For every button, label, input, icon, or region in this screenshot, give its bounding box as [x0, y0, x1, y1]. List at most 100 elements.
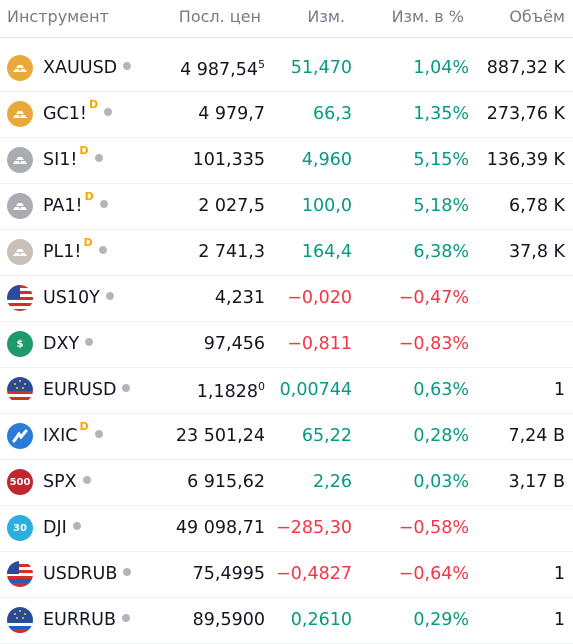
volume-cell: 1: [553, 610, 565, 630]
status-dot: [94, 154, 103, 162]
table-row[interactable]: EURUSD 1,18280 0,00744 0,63% 1: [0, 368, 573, 414]
table-row[interactable]: $ DXY 97,456 −0,811 −0,83%: [0, 322, 573, 368]
silver-bars-icon: [7, 147, 33, 173]
last-price-cell: 49 098,71: [175, 518, 265, 538]
change-cell: 4,960: [301, 150, 352, 170]
change-cell: 51,470: [290, 58, 352, 78]
status-dot: [94, 430, 103, 438]
spx-500-icon: 500: [7, 469, 33, 495]
status-dot: [122, 384, 131, 392]
table-row[interactable]: 500 SPX 6 915,62 2,26 0,03% 3,17 B: [0, 460, 573, 506]
change-pct-cell: 5,15%: [413, 150, 469, 170]
last-price-cell: 6 915,62: [187, 472, 265, 492]
symbol-cell: GC1! D: [43, 98, 113, 124]
table-row[interactable]: EURRUB 89,5900 0,2610 0,29% 1: [0, 598, 573, 644]
watchlist-header: Инструмент Посл. цен Изм. Изм. в % Объём: [0, 0, 573, 38]
symbol-cell: EURUSD: [43, 380, 131, 400]
status-dot: [82, 476, 91, 484]
volume-cell: 7,24 B: [508, 426, 565, 446]
nasdaq-icon: [7, 423, 33, 449]
table-row[interactable]: IXIC D 23 501,24 65,22 0,28% 7,24 B: [0, 414, 573, 460]
change-pct-cell: 6,38%: [413, 242, 469, 262]
symbol-cell: USDRUB: [43, 564, 132, 584]
eu-us-flag-icon: [7, 377, 33, 403]
symbol-cell: US10Y: [43, 288, 114, 308]
status-dot: [99, 200, 108, 208]
change-pct-cell: 0,28%: [413, 426, 469, 446]
column-header-change-pct[interactable]: Изм. в %: [391, 7, 464, 26]
symbol-cell: SPX: [43, 472, 91, 492]
table-row[interactable]: GC1! D 4 979,7 66,3 1,35% 273,76 K: [0, 92, 573, 138]
status-dot: [104, 108, 113, 116]
volume-cell: 1: [553, 380, 565, 400]
table-row[interactable]: USDRUB 75,4995 −0,4827 −0,64% 1: [0, 552, 573, 598]
table-row[interactable]: PL1! D 2 741,3 164,4 6,38% 37,8 K: [0, 230, 573, 276]
symbol-cell: PL1! D: [43, 236, 107, 262]
table-row[interactable]: SI1! D 101,335 4,960 5,15% 136,39 K: [0, 138, 573, 184]
column-header-change[interactable]: Изм.: [307, 7, 345, 26]
column-header-last[interactable]: Посл. цен: [178, 7, 261, 26]
volume-cell: 6,78 K: [508, 196, 565, 216]
delayed-badge: D: [83, 236, 93, 249]
change-pct-cell: −0,83%: [398, 334, 469, 354]
table-row[interactable]: US10Y 4,231 −0,020 −0,47%: [0, 276, 573, 322]
symbol-cell: DJI: [43, 518, 81, 538]
volume-cell: 37,8 K: [508, 242, 565, 262]
status-dot: [105, 292, 114, 300]
table-row[interactable]: XAUUSD 4 987,545 51,470 1,04% 887,32 K: [0, 46, 573, 92]
status-dot: [98, 246, 107, 254]
last-price-cell: 75,4995: [192, 564, 265, 584]
change-cell: 0,00744: [279, 380, 352, 400]
change-pct-cell: 0,03%: [413, 472, 469, 492]
delayed-badge: D: [84, 190, 94, 203]
change-pct-cell: 5,18%: [413, 196, 469, 216]
us-ru-flag-icon: [7, 561, 33, 587]
change-pct-cell: 0,29%: [413, 610, 469, 630]
volume-cell: 136,39 K: [486, 150, 565, 170]
symbol-cell: XAUUSD: [43, 58, 132, 78]
change-pct-cell: −0,47%: [398, 288, 469, 308]
last-price-cell: 2 027,5: [198, 196, 265, 216]
symbol-cell: DXY: [43, 334, 94, 354]
last-price-cell: 4,231: [214, 288, 265, 308]
change-cell: 66,3: [313, 104, 352, 124]
change-cell: 100,0: [301, 196, 352, 216]
status-dot: [123, 62, 132, 70]
change-cell: 2,26: [313, 472, 352, 492]
column-header-volume[interactable]: Объём: [509, 7, 565, 26]
column-header-symbol[interactable]: Инструмент: [7, 7, 109, 26]
change-cell: 0,2610: [290, 610, 352, 630]
last-price-cell: 23 501,24: [175, 426, 265, 446]
symbol-cell: PA1! D: [43, 190, 108, 216]
last-price-cell: 2 741,3: [198, 242, 265, 262]
last-price-cell: 97,456: [203, 334, 265, 354]
volume-cell: 273,76 K: [486, 104, 565, 124]
silver-bars-icon: [7, 193, 33, 219]
change-pct-cell: −0,58%: [398, 518, 469, 538]
status-dot: [123, 568, 132, 576]
delayed-badge: D: [79, 420, 89, 433]
change-pct-cell: 1,35%: [413, 104, 469, 124]
table-row[interactable]: PA1! D 2 027,5 100,0 5,18% 6,78 K: [0, 184, 573, 230]
change-cell: −0,4827: [276, 564, 352, 584]
watchlist-rows: XAUUSD 4 987,545 51,470 1,04% 887,32 K G…: [0, 46, 573, 644]
symbol-cell: EURRUB: [43, 610, 130, 630]
table-row[interactable]: 30 DJI 49 098,71 −285,30 −0,58%: [0, 506, 573, 552]
dji-30-icon: 30: [7, 515, 33, 541]
volume-cell: 3,17 B: [508, 472, 565, 492]
change-cell: 164,4: [301, 242, 352, 262]
gold-bars-icon: [7, 101, 33, 127]
change-pct-cell: −0,64%: [398, 564, 469, 584]
eu-ru-flag-icon: [7, 607, 33, 633]
volume-cell: 887,32 K: [486, 58, 565, 78]
status-dot: [85, 338, 94, 346]
change-cell: −0,811: [287, 334, 352, 354]
last-price-cell: 89,5900: [192, 610, 265, 630]
platinum-bars-icon: [7, 239, 33, 265]
last-price-cell: 101,335: [192, 150, 265, 170]
change-cell: −285,30: [276, 518, 352, 538]
change-cell: −0,020: [287, 288, 352, 308]
us-flag-icon: [7, 285, 33, 311]
change-cell: 65,22: [301, 426, 352, 446]
gold-bars-icon: [7, 55, 33, 81]
